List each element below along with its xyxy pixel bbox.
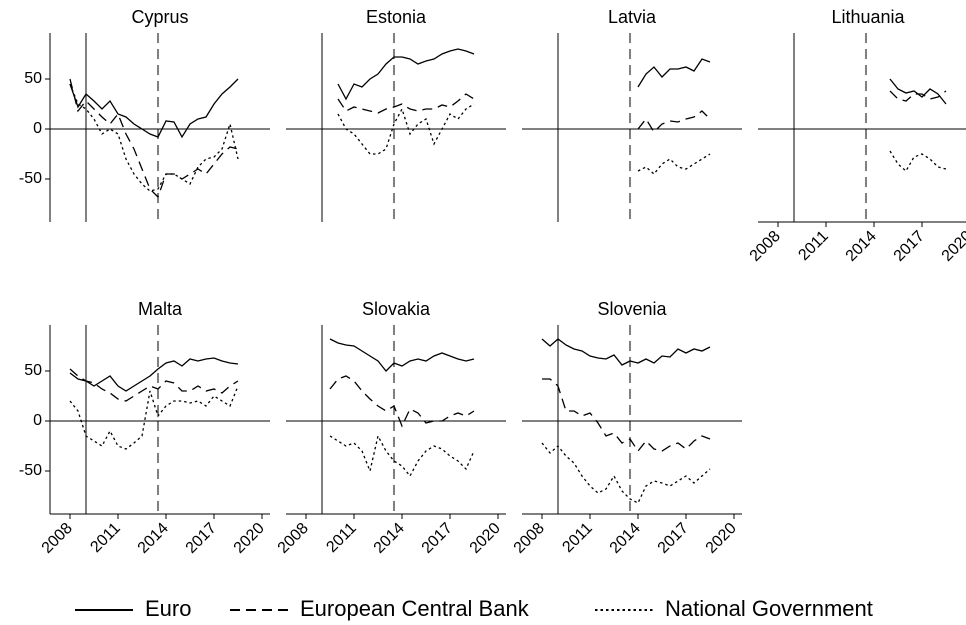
panel-title: Estonia — [366, 7, 427, 27]
series-line — [889, 150, 947, 173]
x-tick-label: 2014 — [843, 228, 880, 265]
series-line — [637, 153, 711, 175]
series-line — [329, 338, 475, 372]
y-tick-label: 50 — [24, 70, 42, 87]
series-line — [69, 357, 239, 392]
x-tick-label: 2020 — [231, 520, 268, 557]
panel-title: Slovenia — [597, 299, 667, 319]
series-line — [637, 58, 711, 88]
series-line — [69, 78, 239, 139]
series-line — [541, 442, 711, 504]
x-tick-label: 2014 — [135, 520, 172, 557]
x-tick-label: 2017 — [655, 520, 692, 557]
panel-title: Cyprus — [131, 7, 188, 27]
series-line — [542, 378, 711, 453]
x-tick-label: 2020 — [467, 520, 504, 557]
legend-label: National Government — [665, 596, 873, 621]
series-line — [69, 83, 239, 192]
y-tick-label: -50 — [19, 170, 42, 187]
series-line — [69, 78, 239, 199]
series-line — [637, 110, 711, 134]
y-tick-label: 0 — [33, 412, 42, 429]
x-tick-label: 2011 — [795, 228, 831, 264]
x-tick-label: 2008 — [39, 520, 76, 557]
x-tick-label: 2014 — [371, 520, 408, 557]
y-tick-label: 50 — [24, 362, 42, 379]
x-tick-label: 2017 — [183, 520, 220, 557]
x-tick-label: 2011 — [559, 520, 595, 556]
series-line — [69, 368, 239, 402]
panel-title: Slovakia — [362, 299, 431, 319]
series-line — [889, 78, 947, 105]
series-line — [541, 338, 711, 366]
x-tick-label: 2008 — [275, 520, 312, 557]
y-tick-label: 0 — [33, 120, 42, 137]
series-line — [337, 48, 475, 101]
x-tick-label: 2020 — [703, 520, 740, 557]
x-tick-label: 2017 — [891, 228, 928, 265]
x-tick-label: 2017 — [419, 520, 456, 557]
x-tick-label: 2011 — [323, 520, 359, 556]
panel-title: Latvia — [608, 7, 657, 27]
x-tick-label: 2014 — [607, 520, 644, 557]
x-tick-label: 2011 — [87, 520, 123, 556]
y-tick-label: -50 — [19, 462, 42, 479]
x-tick-label: 2008 — [511, 520, 548, 557]
series-line — [329, 375, 475, 428]
x-tick-label: 2020 — [939, 228, 966, 265]
series-line — [337, 93, 475, 114]
legend-label: Euro — [145, 596, 191, 621]
x-tick-label: 2008 — [747, 228, 784, 265]
panel-title: Lithuania — [831, 7, 905, 27]
series-line — [889, 90, 947, 102]
legend-label: European Central Bank — [300, 596, 530, 621]
series-line — [329, 434, 475, 478]
series-line — [69, 385, 239, 450]
panel-title: Malta — [138, 299, 183, 319]
